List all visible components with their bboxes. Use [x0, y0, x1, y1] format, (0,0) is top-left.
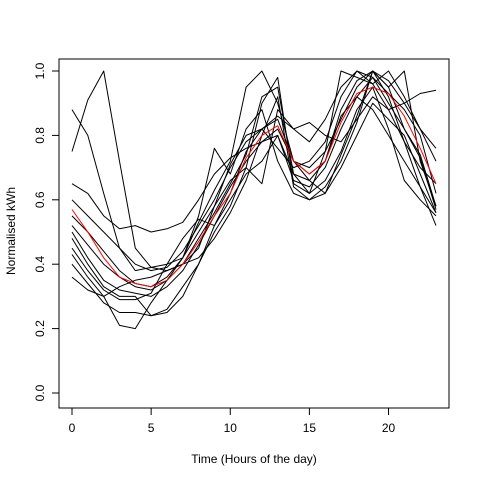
y-axis-title: Normalised kWh — [4, 187, 18, 275]
series-line-7 — [71, 89, 437, 317]
x-tick-label-4: 20 — [382, 421, 396, 435]
series-line-9 — [71, 70, 437, 330]
x-axis: 0 5 10 15 20 — [69, 407, 396, 435]
x-axis-title: Time (Hours of the day) — [191, 452, 317, 466]
y-tick-label-1: 0.2 — [33, 320, 47, 337]
y-tick-label-4: 0.8 — [33, 127, 47, 144]
x-tick-label-0: 0 — [69, 421, 76, 435]
y-tick-label-5: 1.0 — [33, 62, 47, 79]
series-line-red-12 — [71, 86, 437, 288]
y-tick-label-0: 0.0 — [33, 384, 47, 401]
series-layer — [71, 70, 437, 330]
x-tick-label-3: 15 — [303, 421, 317, 435]
series-line-8 — [71, 102, 437, 301]
x-tick-label-2: 10 — [224, 421, 238, 435]
y-tick-label-2: 0.4 — [33, 256, 47, 273]
series-line-10 — [71, 76, 437, 317]
y-axis: 0.0 0.2 0.4 0.6 0.8 1.0 — [33, 62, 60, 401]
series-line-6 — [71, 96, 437, 297]
y-tick-label-3: 0.6 — [33, 191, 47, 208]
series-line-0 — [71, 70, 437, 272]
series-line-11 — [71, 70, 437, 297]
x-tick-label-1: 5 — [148, 421, 155, 435]
series-line-2 — [71, 76, 437, 233]
